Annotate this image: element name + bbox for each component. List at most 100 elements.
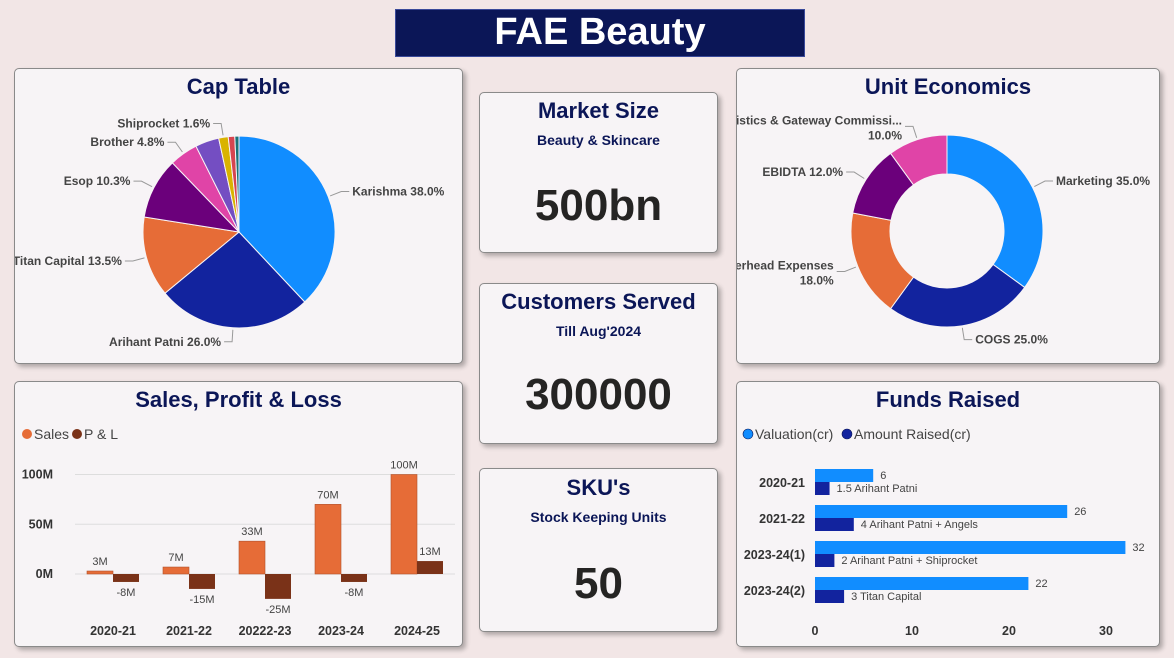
unit-economics-slice-label: Marketing 35.0% [1056, 174, 1150, 188]
cap-table-slice [234, 135, 240, 233]
x-tick-label: 30 [1099, 624, 1113, 638]
sales-bar [86, 570, 114, 575]
x-tick-label: 20 [1002, 624, 1016, 638]
valuation-data-label: 6 [880, 470, 886, 482]
legend-pl-marker [72, 429, 82, 439]
amount-bar [815, 482, 830, 495]
sales-bar [314, 504, 342, 575]
sales-profit-loss-bar-chart[interactable]: Sales P & L 100M 50M 0M 3M -8M 2020-21 7M -15M 202… [15, 382, 462, 646]
sku-value: 50 [574, 559, 623, 608]
pl-data-label: -15M [189, 594, 214, 606]
pl-data-label: -8M [117, 587, 136, 599]
unit-economics-slice-label: ogistics & Gateway Commissi... [737, 113, 902, 127]
pl-bar [417, 561, 443, 574]
cap-table-card[interactable]: Cap Table Karishma 38.0% Arihant Patni 26… [14, 68, 463, 364]
valuation-bar [815, 505, 1068, 518]
customers-served-value: 300000 [525, 370, 672, 419]
valuation-data-label: 26 [1074, 506, 1086, 518]
valuation-bar [815, 541, 1126, 554]
valuation-data-label: 32 [1132, 542, 1144, 554]
amount-data-label: 1.5 Arihant Patni [837, 483, 918, 495]
sales-bar [162, 566, 190, 575]
x-tick-label: 2020-21 [90, 624, 136, 638]
legend-sales-label: Sales [34, 426, 69, 442]
cap-table-slice-label: Karishma 38.0% [352, 185, 444, 199]
x-tick-label: 2021-22 [166, 624, 212, 638]
amount-data-label: 4 Arihant Patni + Angels [861, 519, 979, 531]
unit-economics-slice-value: 10.0% [868, 128, 902, 142]
pl-bar [265, 574, 291, 599]
funds-raised-title: Funds Raised [875, 387, 1021, 412]
unit-economics-slice [946, 134, 1044, 289]
market-size-title: Market Size [537, 98, 660, 123]
cap-table-slice-label: Titan Capital 13.5% [15, 254, 122, 268]
funds-raised-card[interactable]: Funds Raised Valuation(cr) Amount Raised(… [736, 381, 1160, 647]
amount-bar [815, 518, 854, 531]
market-size-subtitle: Beauty & Skincare [537, 132, 660, 148]
dashboard-title: FAE Beauty [395, 9, 805, 57]
unit-economics-leader-line [836, 266, 857, 272]
pl-bar [113, 574, 139, 582]
funds-raised-bar-chart[interactable]: Valuation(cr) Amount Raised(cr) 2020-21 61.… [737, 382, 1159, 646]
customers-served-title: Customers Served [501, 289, 696, 314]
cap-table-leader-line [224, 329, 234, 343]
cap-table-pie-chart[interactable]: Karishma 38.0% Arihant Patni 26.0% Titan C… [15, 69, 462, 363]
unit-economics-slice-label: Overhead Expenses [737, 258, 834, 272]
sku-card[interactable]: SKU's Stock Keeping Units 50 [479, 468, 718, 632]
customers-served-subtitle: Till Aug'2024 [555, 323, 642, 339]
y-tick-label: 100M [22, 468, 53, 482]
y-category-label: 2020-21 [759, 476, 805, 490]
unit-economics-slice-label: EBIDTA 12.0% [762, 165, 843, 179]
sku-title: SKU's [566, 475, 631, 500]
unit-economics-donut-chart[interactable]: Marketing 35.0% COGS 25.0% Overhead Expens… [737, 69, 1159, 363]
market-size-card[interactable]: Market Size Beauty & Skincare 500bn [479, 92, 718, 253]
sales-profit-loss-card[interactable]: Sales, Profit & Loss Sales P & L 100M 50M 0M… [14, 381, 463, 647]
sku-subtitle: Stock Keeping Units [530, 509, 667, 525]
pl-data-label: -25M [265, 604, 290, 616]
cap-table-title: Cap Table [186, 74, 291, 99]
sales-data-label: 33M [241, 526, 262, 538]
cap-table-slice [164, 231, 306, 329]
y-category-label: 2023-24(1) [744, 548, 805, 562]
legend-valuation-marker [742, 428, 754, 440]
unit-economics-card[interactable]: Unit Economics Marketing 35.0% COGS 25.0%… [736, 68, 1160, 364]
sales-bar [390, 474, 418, 575]
market-size-value: 500bn [534, 181, 663, 230]
customers-served-card[interactable]: Customers Served Till Aug'2024 300000 [479, 283, 718, 444]
sales-data-label: 100M [390, 460, 418, 472]
cap-table-leader-line [124, 257, 145, 262]
cap-table-slice-label: Arihant Patni 26.0% [109, 335, 221, 349]
sales-profit-loss-title: Sales, Profit & Loss [135, 387, 342, 412]
unit-economics-leader-line [961, 327, 973, 341]
unit-economics-leader-line [846, 171, 865, 179]
x-tick-label: 2024-25 [394, 624, 440, 638]
x-tick-label: 20222-23 [239, 624, 292, 638]
x-tick-label: 2023-24 [318, 624, 364, 638]
pl-bar [341, 574, 367, 582]
x-tick-label: 10 [905, 624, 919, 638]
cap-table-slice-label: Shiprocket 1.6% [117, 116, 210, 130]
pl-data-label: -8M [345, 587, 364, 599]
cap-table-slice [142, 216, 241, 294]
legend-valuation-label: Valuation(cr) [755, 426, 833, 442]
unit-economics-slice-value: 18.0% [800, 273, 834, 287]
cap-table-leader-line [167, 141, 183, 153]
unit-economics-leader-line [1034, 180, 1054, 187]
legend-amount-marker [841, 428, 853, 440]
sales-data-label: 70M [317, 489, 338, 501]
unit-economics-title: Unit Economics [864, 74, 1032, 99]
valuation-bar [815, 577, 1029, 590]
cap-table-leader-line [329, 191, 350, 197]
amount-data-label: 2 Arihant Patni + Shiprocket [841, 555, 977, 567]
x-tick-label: 0 [812, 624, 819, 638]
y-category-label: 2021-22 [759, 512, 805, 526]
cap-table-slice [238, 135, 336, 303]
cap-table-leader-line [133, 180, 153, 188]
y-tick-label: 50M [29, 517, 53, 531]
legend-amount-label: Amount Raised(cr) [854, 426, 971, 442]
unit-economics-slice [889, 134, 948, 186]
cap-table-slice-label: Brother 4.8% [90, 135, 164, 149]
sales-data-label: 7M [168, 552, 183, 564]
y-category-label: 2023-24(2) [744, 584, 805, 598]
amount-bar [815, 554, 835, 567]
